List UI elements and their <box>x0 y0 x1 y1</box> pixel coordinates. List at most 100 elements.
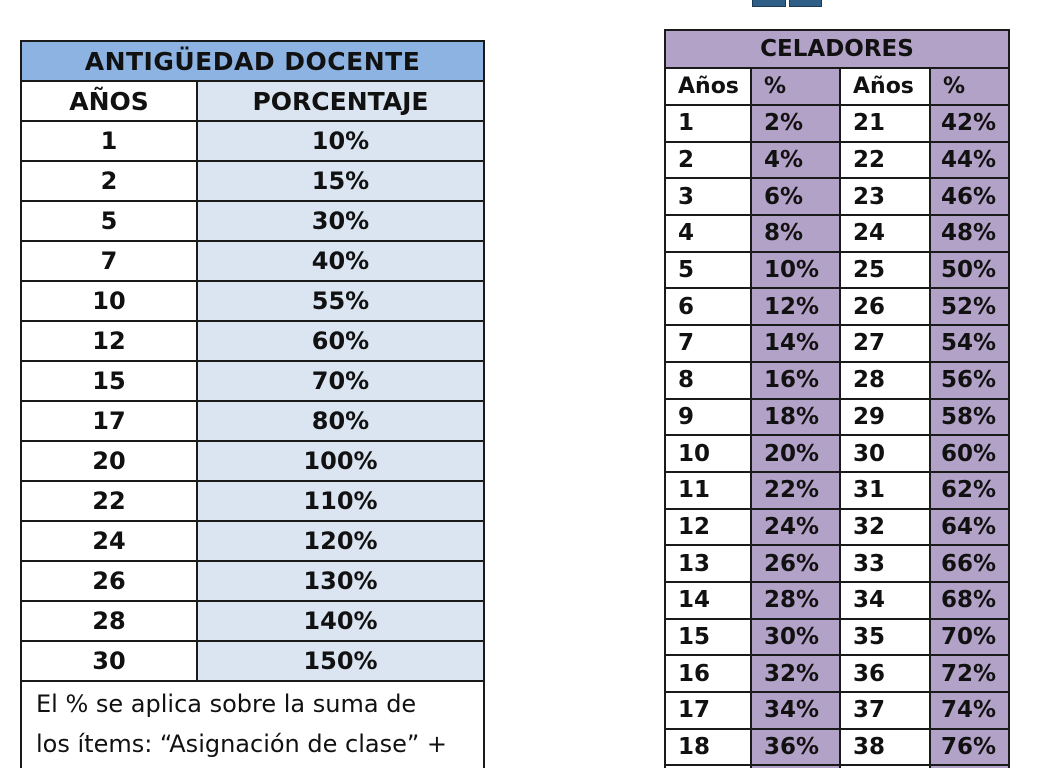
table-row: 24 120% <box>20 520 485 562</box>
anos-cell <box>664 764 752 768</box>
pct-cell: 18% <box>750 397 841 437</box>
book-left-cover <box>752 0 786 7</box>
pct-cell: 12% <box>750 287 841 327</box>
pct-cell: 44% <box>929 140 1010 180</box>
porcentaje-cell: 15% <box>196 160 485 202</box>
anos-cell: 24 <box>20 520 198 562</box>
table-row: 12 24% 32 64% <box>664 507 1010 547</box>
anos-cell: 38 <box>839 727 931 767</box>
pct-cell: 42% <box>929 104 1010 143</box>
pct-cell: 60% <box>929 434 1010 473</box>
anos-cell: 30 <box>20 640 198 682</box>
pct-cell: 8% <box>750 214 841 253</box>
anos-cell: 9 <box>664 397 752 437</box>
porcentaje-cell: 55% <box>196 280 485 322</box>
table-row: 4 8% 24 48% <box>664 214 1010 253</box>
table-row: 5 10% 25 50% <box>664 250 1010 290</box>
anos-cell: 2 <box>20 160 198 202</box>
table-row: 7 40% <box>20 240 485 282</box>
anos-cell: 36 <box>839 654 931 693</box>
pct-cell: 76% <box>929 727 1010 767</box>
pct-cell: 56% <box>929 360 1010 400</box>
pct-cell: 66% <box>929 544 1010 583</box>
anos-cell: 2 <box>664 140 752 180</box>
table-row: 16 32% 36 72% <box>664 654 1010 693</box>
table-row: 5 30% <box>20 200 485 242</box>
note-line-2: los ítems: “Asignación de clase” + <box>36 730 448 758</box>
anos-cell: 11 <box>664 470 752 510</box>
anos-cell: 21 <box>839 104 931 143</box>
anos-cell: 10 <box>20 280 198 322</box>
table-row: 17 80% <box>20 400 485 442</box>
pct-cell: 52% <box>929 287 1010 327</box>
pct-cell: 28% <box>750 580 841 620</box>
porcentaje-cell: 100% <box>196 440 485 482</box>
table-row: 30 150% <box>20 640 485 682</box>
antiguedad-docente-table: ANTIGÜEDAD DOCENTE AÑOS PORCENTAJE 1 10% 2… <box>20 40 485 768</box>
pct-cell: 62% <box>929 470 1010 510</box>
table-row: 13 26% 33 66% <box>664 544 1010 583</box>
table-row <box>664 764 1010 768</box>
anos-cell: 20 <box>20 440 198 482</box>
anos-cell: 22 <box>839 140 931 180</box>
table-row: 7 14% 27 54% <box>664 324 1010 363</box>
table-row: 15 30% 35 70% <box>664 617 1010 657</box>
anos-cell: 22 <box>20 480 198 522</box>
pct-cell: 20% <box>750 434 841 473</box>
celadores-table: CELADORES Años % Años % 1 2% 21 42% 2 4% 22 44%… <box>664 29 1010 768</box>
table-title: ANTIGÜEDAD DOCENTE <box>20 40 485 82</box>
pct-cell: 68% <box>929 580 1010 620</box>
pct-cell: 32% <box>750 654 841 693</box>
pct-cell: 36% <box>750 727 841 767</box>
table-title-row: CELADORES <box>664 29 1010 69</box>
table-row: 20 100% <box>20 440 485 482</box>
anos-cell: 25 <box>839 250 931 290</box>
table-row: 10 20% 30 60% <box>664 434 1010 473</box>
pct-cell: 10% <box>750 250 841 290</box>
pct-cell: 22% <box>750 470 841 510</box>
table-title: CELADORES <box>664 29 1010 69</box>
porcentaje-cell: 130% <box>196 560 485 602</box>
table-row: 15 70% <box>20 360 485 402</box>
porcentaje-cell: 30% <box>196 200 485 242</box>
anos-cell: 6 <box>664 287 752 327</box>
pct-cell: 64% <box>929 507 1010 547</box>
anos-cell: 30 <box>839 434 931 473</box>
pct-cell: 2% <box>750 104 841 143</box>
table-row: 3 6% 23 46% <box>664 177 1010 217</box>
anos-cell: 34 <box>839 580 931 620</box>
table-row: 1 2% 21 42% <box>664 104 1010 143</box>
anos-cell: 28 <box>839 360 931 400</box>
blue-book-icon <box>752 0 822 7</box>
anos-cell: 37 <box>839 691 931 730</box>
anos-cell: 31 <box>839 470 931 510</box>
anos-cell: 16 <box>664 654 752 693</box>
porcentaje-cell: 60% <box>196 320 485 362</box>
anos-cell: 7 <box>664 324 752 363</box>
anos-cell: 24 <box>839 214 931 253</box>
pct-cell <box>750 764 841 768</box>
anos-cell: 33 <box>839 544 931 583</box>
porcentaje-cell: 70% <box>196 360 485 402</box>
table-row: 18 36% 38 76% <box>664 727 1010 767</box>
pct-cell: 54% <box>929 324 1010 363</box>
pct-cell: 48% <box>929 214 1010 253</box>
column-header-porcentaje: PORCENTAJE <box>196 80 485 122</box>
pct-cell: 70% <box>929 617 1010 657</box>
anos-cell: 23 <box>839 177 931 217</box>
pct-cell <box>929 764 1010 768</box>
porcentaje-cell: 140% <box>196 600 485 642</box>
table-header-row: Años % Años % <box>664 67 1010 106</box>
table-note: El % se aplica sobre la suma de los ítem… <box>20 680 485 768</box>
anos-cell: 5 <box>664 250 752 290</box>
anos-cell: 7 <box>20 240 198 282</box>
table-row: 11 22% 31 62% <box>664 470 1010 510</box>
porcentaje-cell: 10% <box>196 120 485 162</box>
anos-cell: 4 <box>664 214 752 253</box>
porcentaje-cell: 120% <box>196 520 485 562</box>
anos-cell: 27 <box>839 324 931 363</box>
anos-cell: 18 <box>664 727 752 767</box>
porcentaje-cell: 40% <box>196 240 485 282</box>
anos-cell: 12 <box>20 320 198 362</box>
